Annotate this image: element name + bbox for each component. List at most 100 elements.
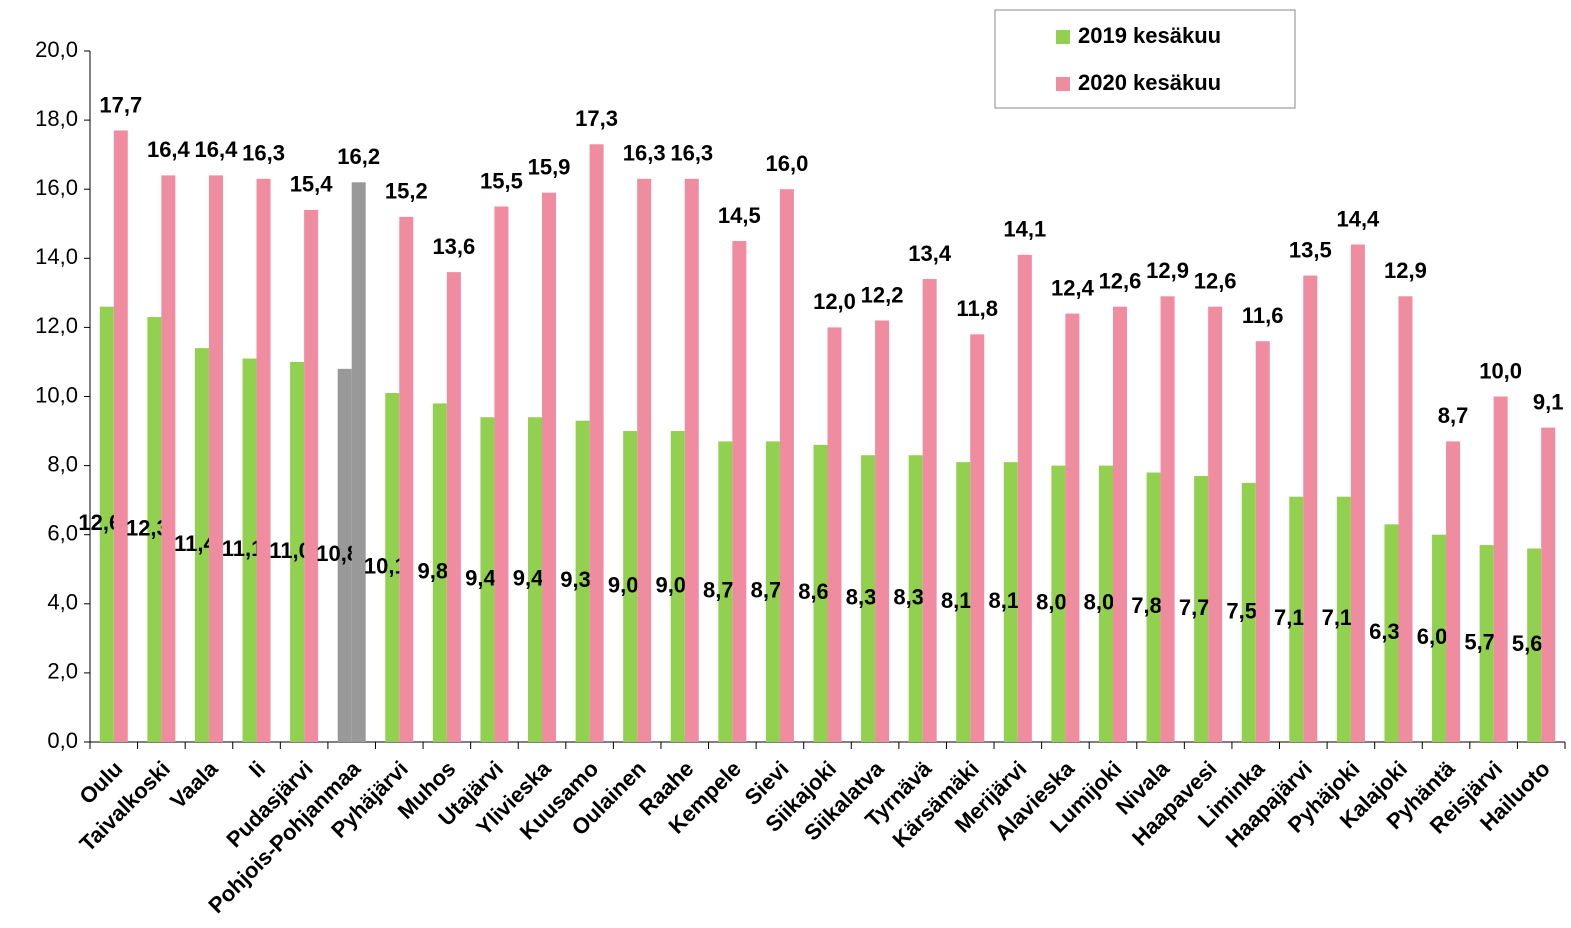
bar [1493, 396, 1508, 742]
data-label: 7,1 [1322, 605, 1353, 630]
bar [1336, 496, 1351, 742]
y-tick-label: 8,0 [47, 451, 78, 476]
data-label: 8,1 [941, 588, 972, 613]
bar [399, 216, 414, 743]
bar [1194, 475, 1209, 742]
legend-swatch [1056, 77, 1070, 91]
data-label: 6,0 [1417, 624, 1448, 649]
legend-box [994, 9, 1296, 109]
bar [494, 206, 509, 743]
data-label: 9,8 [418, 559, 449, 584]
bar [480, 417, 495, 742]
bar [637, 178, 652, 742]
bar [1255, 341, 1270, 742]
data-label: 16,0 [766, 151, 809, 176]
data-label: 5,6 [1512, 631, 1543, 656]
data-label: 16,2 [337, 144, 380, 169]
bar [1479, 545, 1494, 742]
y-tick-label: 4,0 [47, 590, 78, 615]
bar [161, 175, 176, 742]
data-label: 8,7 [1438, 403, 1469, 428]
x-tick-label: Ii [244, 756, 270, 782]
data-label: 9,3 [560, 567, 591, 592]
data-label: 16,4 [195, 137, 239, 162]
bar [147, 317, 162, 742]
data-label: 9,1 [1533, 389, 1564, 414]
data-label: 13,5 [1289, 237, 1332, 262]
x-tick-label: Vaala [165, 755, 223, 813]
bar [1017, 254, 1032, 742]
bar [432, 403, 447, 742]
y-tick-label: 14,0 [35, 244, 78, 269]
bar [956, 462, 971, 742]
data-label: 11,6 [1242, 303, 1284, 328]
bar [242, 358, 257, 742]
y-tick-label: 20,0 [35, 37, 78, 62]
data-label: 8,7 [703, 578, 734, 603]
bar [1051, 465, 1066, 742]
data-label: 9,4 [513, 565, 544, 590]
bar [732, 241, 747, 742]
bar [208, 175, 223, 742]
data-label: 11,8 [956, 296, 998, 321]
data-label: 16,3 [670, 141, 713, 166]
y-tick-label: 0,0 [47, 728, 78, 753]
data-label: 15,4 [290, 172, 334, 197]
y-tick-label: 18,0 [35, 106, 78, 131]
data-label: 7,5 [1226, 598, 1257, 623]
bar [1541, 427, 1556, 742]
data-label: 12,9 [1146, 258, 1189, 283]
data-label: 12,9 [1384, 258, 1427, 283]
data-label: 8,6 [798, 579, 829, 604]
bar [827, 327, 842, 742]
bar [670, 431, 685, 742]
data-label: 9,0 [655, 572, 686, 597]
data-label: 12,6 [1099, 268, 1142, 293]
bar [446, 272, 461, 742]
data-label: 10,0 [1479, 358, 1522, 383]
data-label: 13,6 [432, 234, 475, 259]
data-label: 14,5 [718, 203, 761, 228]
bar [1098, 465, 1113, 742]
bar [290, 361, 305, 742]
data-label: 9,0 [608, 572, 639, 597]
bar [970, 334, 985, 742]
data-label: 17,7 [99, 92, 142, 117]
bar [304, 209, 319, 742]
bar [1241, 482, 1256, 742]
bar [99, 306, 114, 742]
data-label: 12,4 [1051, 275, 1095, 300]
data-label: 16,4 [147, 137, 191, 162]
bar [813, 444, 828, 742]
data-label: 16,3 [623, 141, 666, 166]
data-label: 17,3 [575, 106, 618, 131]
y-tick-label: 2,0 [47, 659, 78, 684]
data-label: 7,8 [1131, 593, 1162, 618]
bar [1208, 306, 1223, 742]
data-label: 13,4 [908, 241, 952, 266]
bar [765, 441, 780, 742]
bar [542, 192, 557, 742]
bar [875, 320, 890, 742]
bar [1289, 496, 1304, 742]
bar [337, 368, 352, 742]
data-label: 8,0 [1084, 590, 1115, 615]
data-label: 8,1 [989, 588, 1020, 613]
data-label: 12,6 [1194, 268, 1237, 293]
bar [385, 393, 400, 742]
bar [1398, 296, 1413, 742]
y-tick-label: 16,0 [35, 175, 78, 200]
data-label: 15,5 [480, 168, 523, 193]
data-label: 5,7 [1464, 629, 1495, 654]
bar [1146, 472, 1161, 742]
y-tick-label: 10,0 [35, 382, 78, 407]
data-label: 14,4 [1336, 206, 1380, 231]
legend-swatch [1056, 30, 1070, 44]
bar [861, 455, 876, 742]
bar [1112, 306, 1127, 742]
bar [528, 417, 543, 742]
data-label: 15,9 [528, 154, 571, 179]
bar [1303, 275, 1318, 742]
data-label: 8,0 [1036, 590, 1067, 615]
